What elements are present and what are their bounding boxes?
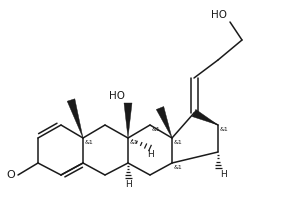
Polygon shape [156, 106, 172, 138]
Polygon shape [124, 103, 132, 138]
Text: H: H [220, 170, 227, 179]
Text: &1: &1 [152, 127, 161, 132]
Text: HO: HO [211, 10, 227, 20]
Text: &1: &1 [174, 165, 183, 170]
Text: H: H [147, 150, 154, 159]
Text: O: O [6, 170, 15, 180]
Text: H: H [125, 180, 131, 189]
Text: &1: &1 [220, 127, 229, 132]
Text: &1: &1 [85, 140, 94, 145]
Text: HO: HO [109, 91, 125, 101]
Text: &1: &1 [130, 140, 139, 145]
Polygon shape [67, 99, 83, 138]
Polygon shape [192, 109, 218, 125]
Text: &1: &1 [174, 140, 183, 145]
